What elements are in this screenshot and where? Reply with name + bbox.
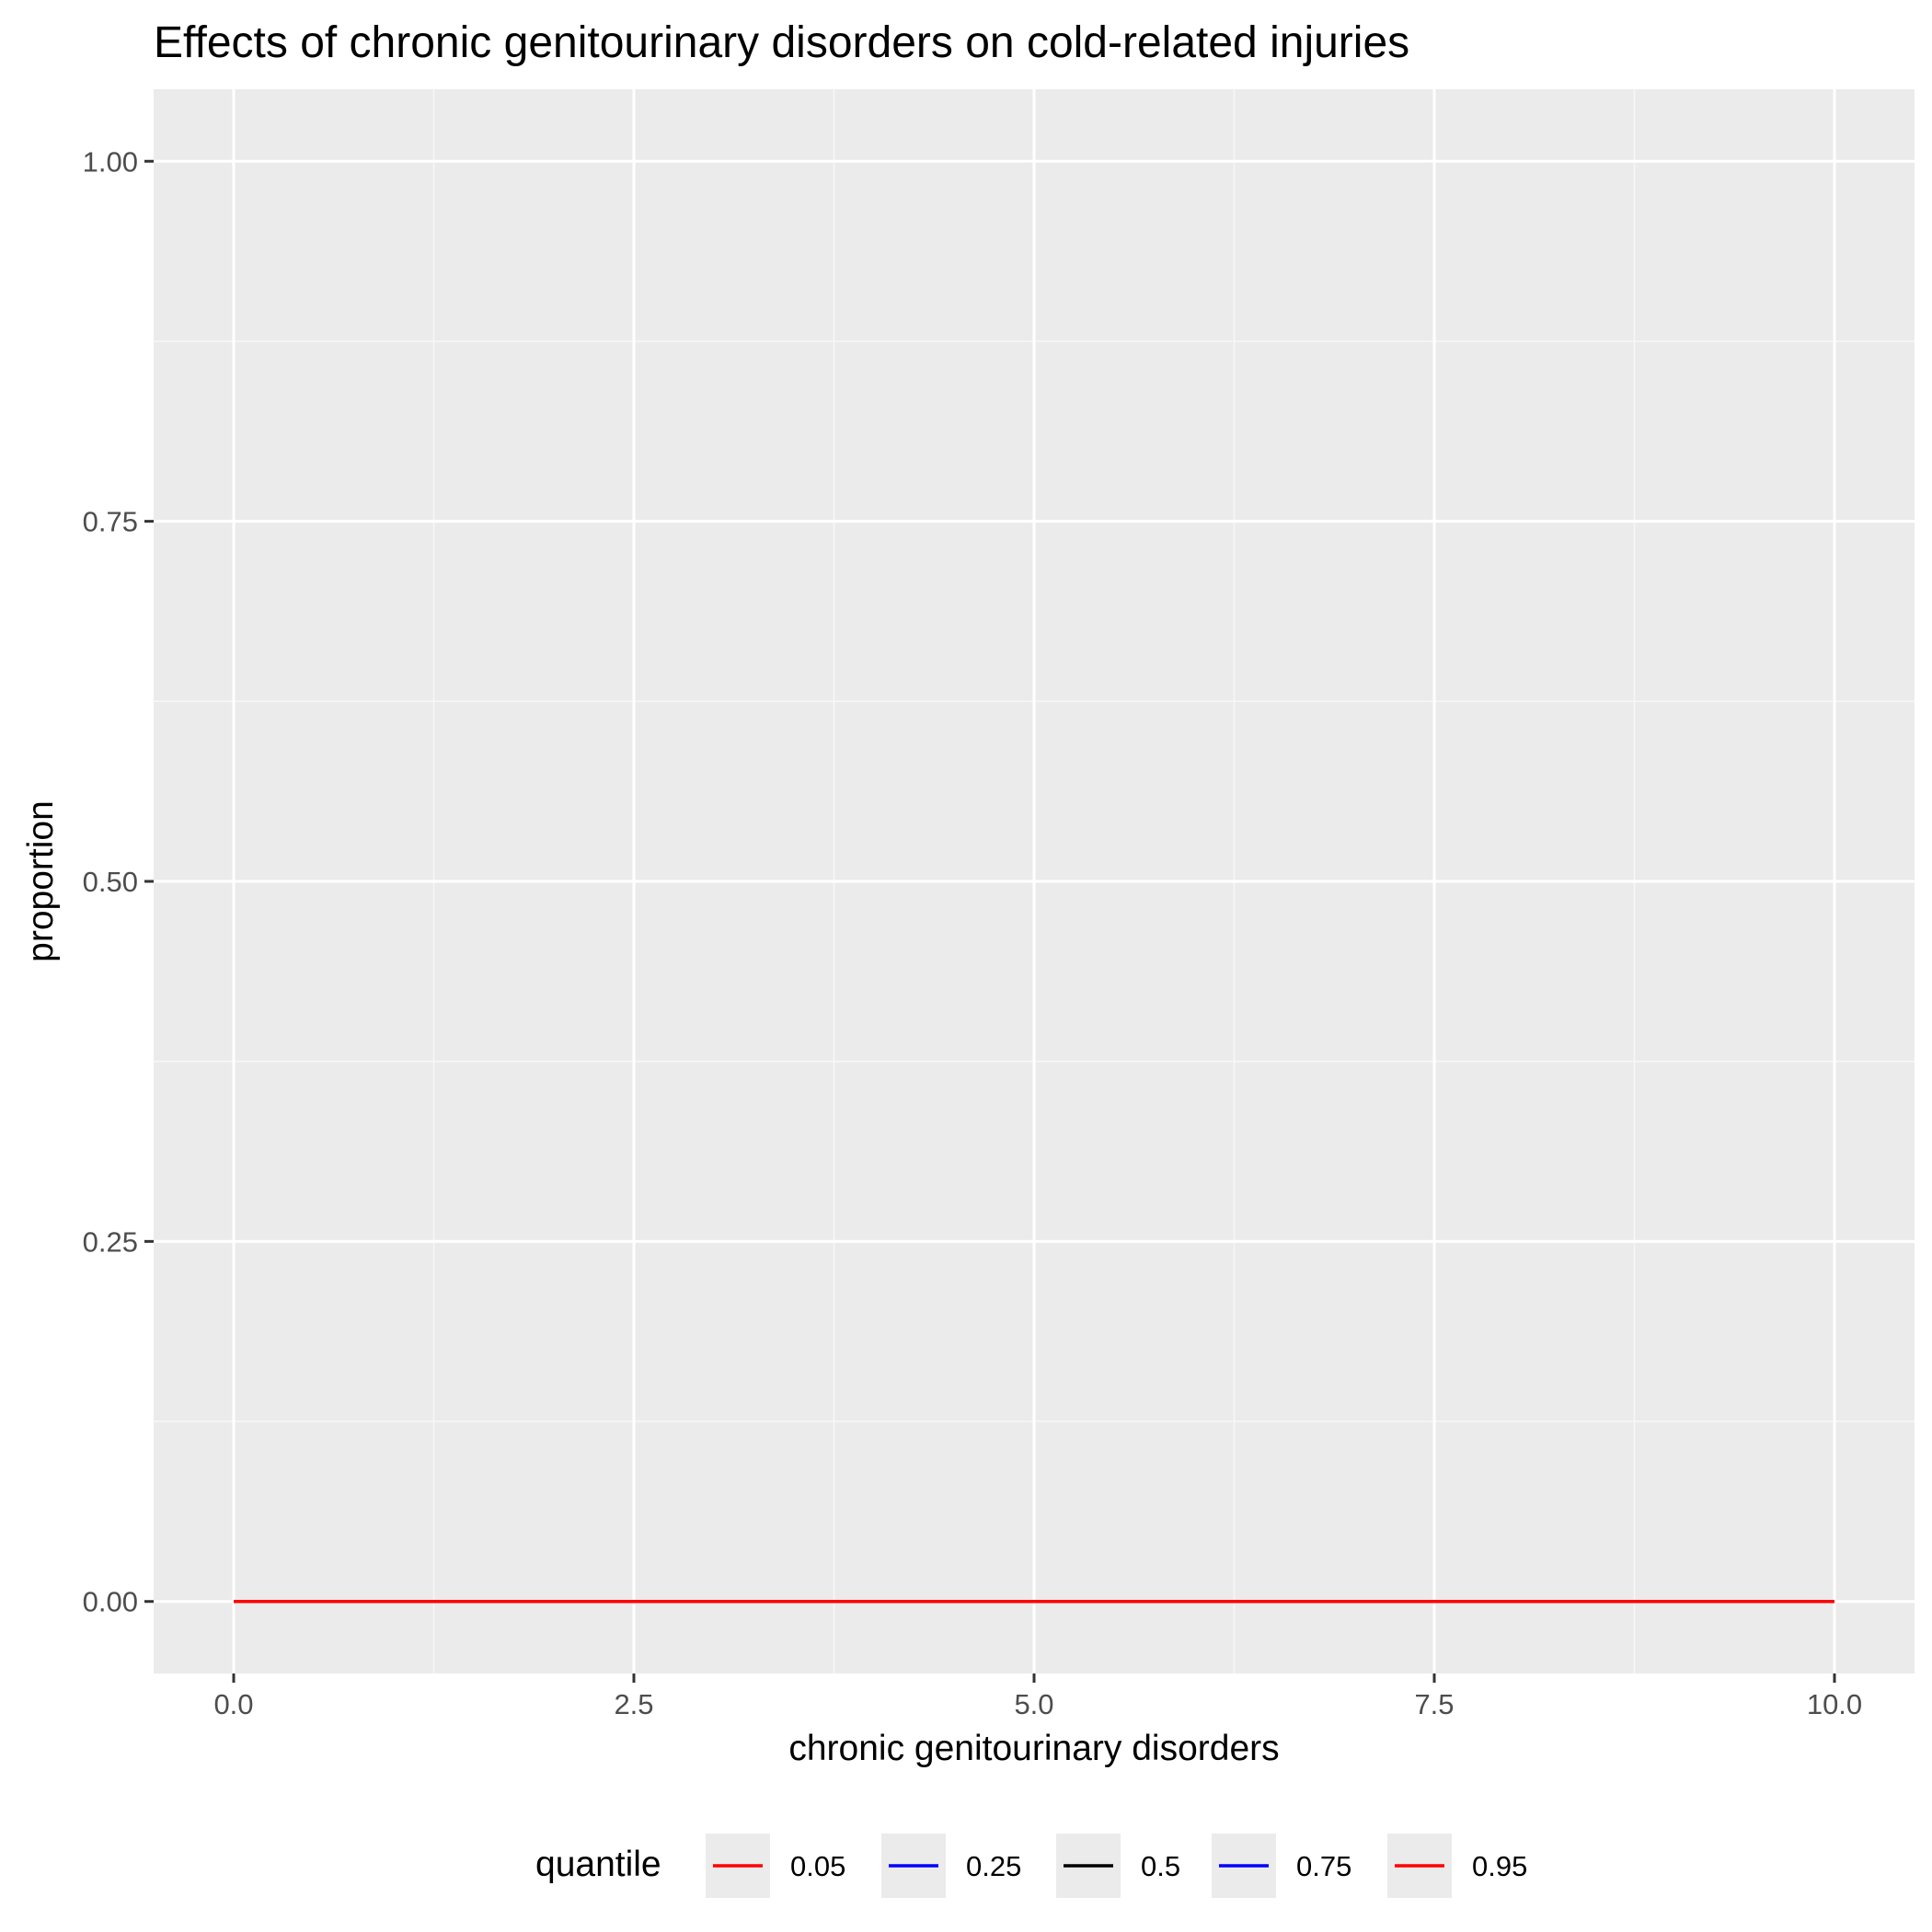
- y-tick-label: 1.00: [83, 145, 138, 178]
- x-tick-label: 0.0: [213, 1688, 253, 1720]
- legend-label: 0.05: [790, 1850, 845, 1882]
- legend-label: 0.75: [1296, 1850, 1351, 1882]
- legend-item: 0.25: [881, 1834, 1021, 1898]
- x-tick-label: 5.0: [1014, 1688, 1053, 1720]
- legend-items: 0.05 0.25 0.5 0.75 0.95: [706, 1834, 1527, 1898]
- y-axis-title: proportion: [21, 800, 61, 962]
- x-axis: 0.0 2.5 5.0 7.5 10.0: [213, 1673, 1862, 1720]
- legend: quantile 0.05 0.25 0.5 0.75 0.95: [535, 1834, 1527, 1898]
- y-axis: 0.00 0.25 0.50 0.75 1.00: [83, 145, 154, 1618]
- legend-item: 0.05: [706, 1834, 845, 1898]
- x-tick-label: 2.5: [614, 1688, 653, 1720]
- legend-label: 0.95: [1472, 1850, 1527, 1882]
- y-tick-label: 0.75: [83, 506, 138, 538]
- chart-title: Effects of chronic genitourinary disorde…: [154, 18, 1409, 67]
- x-tick-label: 7.5: [1414, 1688, 1454, 1720]
- x-tick-label: 10.0: [1807, 1688, 1862, 1720]
- legend-item: 0.95: [1387, 1834, 1527, 1898]
- legend-label: 0.5: [1141, 1850, 1180, 1882]
- x-axis-title: chronic genitourinary disorders: [788, 1729, 1279, 1768]
- y-tick-label: 0.25: [83, 1225, 138, 1258]
- legend-label: 0.25: [966, 1850, 1021, 1882]
- legend-title: quantile: [535, 1845, 661, 1884]
- y-tick-label: 0.50: [83, 866, 138, 898]
- legend-item: 0.75: [1212, 1834, 1351, 1898]
- legend-item: 0.5: [1056, 1834, 1180, 1898]
- y-tick-label: 0.00: [83, 1586, 138, 1618]
